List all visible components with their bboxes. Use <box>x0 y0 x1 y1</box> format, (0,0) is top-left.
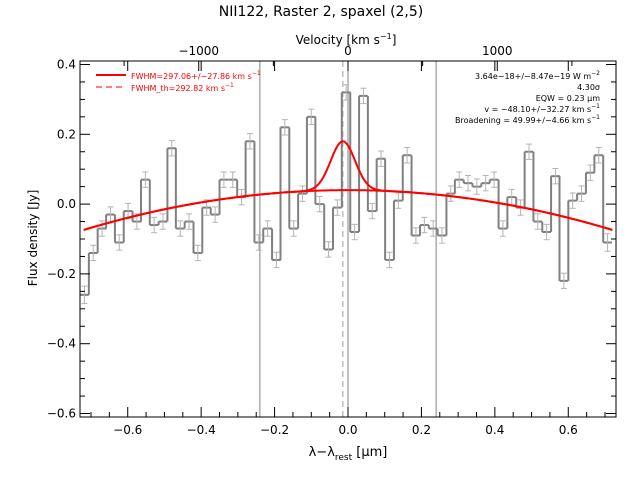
x-tick-label-6: 0.6 <box>559 423 578 437</box>
annotation-line-eqw: EQW = 0.23 μm <box>536 94 600 103</box>
legend: FWHM=297.06+/−27.86 km s−1 FWHM_th=292.8… <box>96 70 261 93</box>
annotation-line-broadening: Broadening = 49.99+/−4.66 km s−1 <box>455 114 600 125</box>
x-tick-label-3: 0.0 <box>338 423 357 437</box>
plot-area: −0.6 −0.4 −0.2 0.0 0.2 0.4 0.6 −0.6 −0.4 −0.2 0.0 0… <box>47 44 617 437</box>
legend-label-fwhm-th: FWHM_th=292.82 km s−1 <box>131 82 234 93</box>
x-tick-label-4: 0.2 <box>412 423 431 437</box>
y-tick-label-2: −0.2 <box>47 267 76 281</box>
chart-title: NII122, Raster 2, spaxel (2,5) <box>219 4 424 20</box>
y-tick-label-4: 0.2 <box>57 127 76 141</box>
x-tick-label-1: −0.4 <box>187 423 216 437</box>
annotation-line-flux: 3.64e−18+/−8.47e−19 W m−2 <box>475 70 600 81</box>
fit-annotations: 3.64e−18+/−8.47e−19 W m−2 4.30σ EQW = 0.… <box>455 70 600 125</box>
legend-label-fwhm: FWHM=297.06+/−27.86 km s−1 <box>131 70 261 81</box>
y-tick-label-0: −0.6 <box>47 407 76 421</box>
y-tick-label-1: −0.4 <box>47 337 76 351</box>
top-tick-label-1: 0 <box>344 44 352 58</box>
gaussian-fit-curve <box>83 140 613 231</box>
x-tick-label-2: −0.2 <box>260 423 289 437</box>
y-tick-label-3: 0.0 <box>57 197 76 211</box>
top-tick-label-0: −1000 <box>178 44 219 58</box>
top-axis-label: Velocity [km s−1] <box>296 32 397 47</box>
y-tick-label-5: 0.4 <box>57 57 76 71</box>
annotation-line-sigma: 4.30σ <box>577 83 600 92</box>
x-tick-label-0: −0.6 <box>113 423 142 437</box>
annotation-line-velocity: v = −48.10+/−32.27 km s−1 <box>484 103 600 114</box>
x-tick-label-5: 0.4 <box>485 423 504 437</box>
y-axis-label: Flux density [Jy] <box>26 190 40 287</box>
x-axis-label: λ−λrest [μm] <box>309 445 388 463</box>
top-tick-label-2: 1000 <box>482 44 513 58</box>
